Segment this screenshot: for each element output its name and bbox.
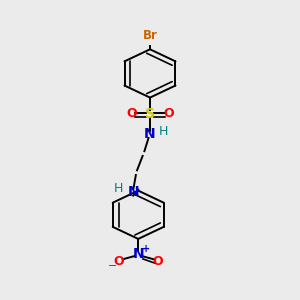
Text: O: O bbox=[152, 254, 163, 268]
Text: H: H bbox=[114, 182, 123, 195]
Text: N: N bbox=[128, 185, 139, 199]
Text: O: O bbox=[114, 254, 124, 268]
Text: O: O bbox=[126, 107, 137, 120]
Text: −: − bbox=[108, 261, 117, 271]
Text: S: S bbox=[145, 107, 155, 121]
Text: Br: Br bbox=[142, 29, 158, 42]
Text: O: O bbox=[163, 107, 174, 120]
Text: N: N bbox=[144, 128, 156, 141]
Text: N: N bbox=[132, 247, 144, 261]
Text: H: H bbox=[159, 125, 168, 138]
Text: +: + bbox=[142, 244, 150, 254]
